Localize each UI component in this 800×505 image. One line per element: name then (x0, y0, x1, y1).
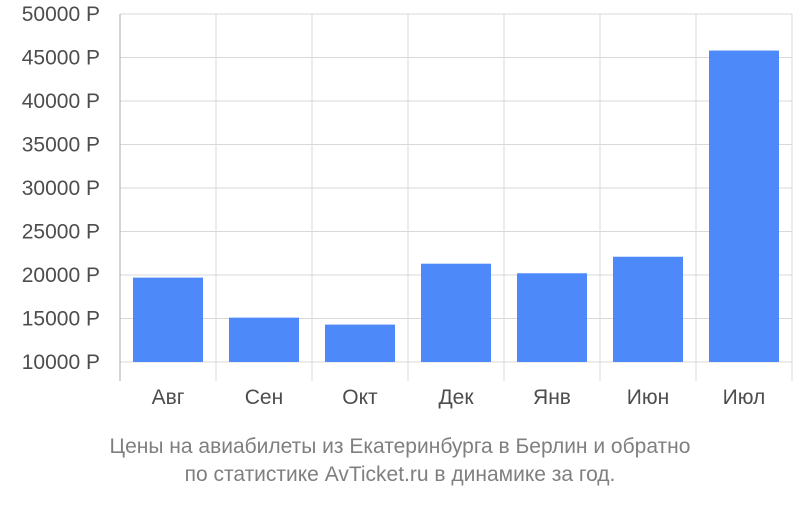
y-tick-label: 50000 Р (22, 3, 100, 26)
y-tick-label: 25000 Р (22, 221, 100, 244)
x-tick-label: Июн (627, 386, 669, 409)
y-tick-label: 15000 Р (22, 308, 100, 331)
bar-Окт (325, 324, 395, 362)
y-tick-label: 40000 Р (22, 90, 100, 113)
bar-Сен (229, 317, 299, 362)
bar-Авг (133, 277, 203, 362)
x-tick-label: Янв (533, 386, 571, 409)
y-tick-label: 20000 Р (22, 264, 100, 287)
bar-Янв (517, 273, 587, 362)
bar-Июн (613, 256, 683, 362)
x-tick-label: Дек (438, 386, 474, 409)
bar-Дек (421, 263, 491, 362)
x-tick-label: Июл (723, 386, 766, 409)
x-tick-label: Окт (342, 386, 378, 409)
bar-Июл (709, 50, 779, 362)
x-tick-label: Авг (152, 386, 185, 409)
x-tick-label: Сен (245, 386, 283, 409)
chart-caption-line-1: Цены на авиабилеты из Екатеринбурга в Бе… (109, 435, 691, 458)
y-tick-label: 45000 Р (22, 47, 100, 70)
y-tick-label: 10000 Р (22, 351, 100, 374)
y-tick-label: 35000 Р (22, 134, 100, 157)
y-tick-label: 30000 Р (22, 177, 100, 200)
chart-caption-line-2: по статистике AvTicket.ru в динамике за … (184, 463, 616, 486)
